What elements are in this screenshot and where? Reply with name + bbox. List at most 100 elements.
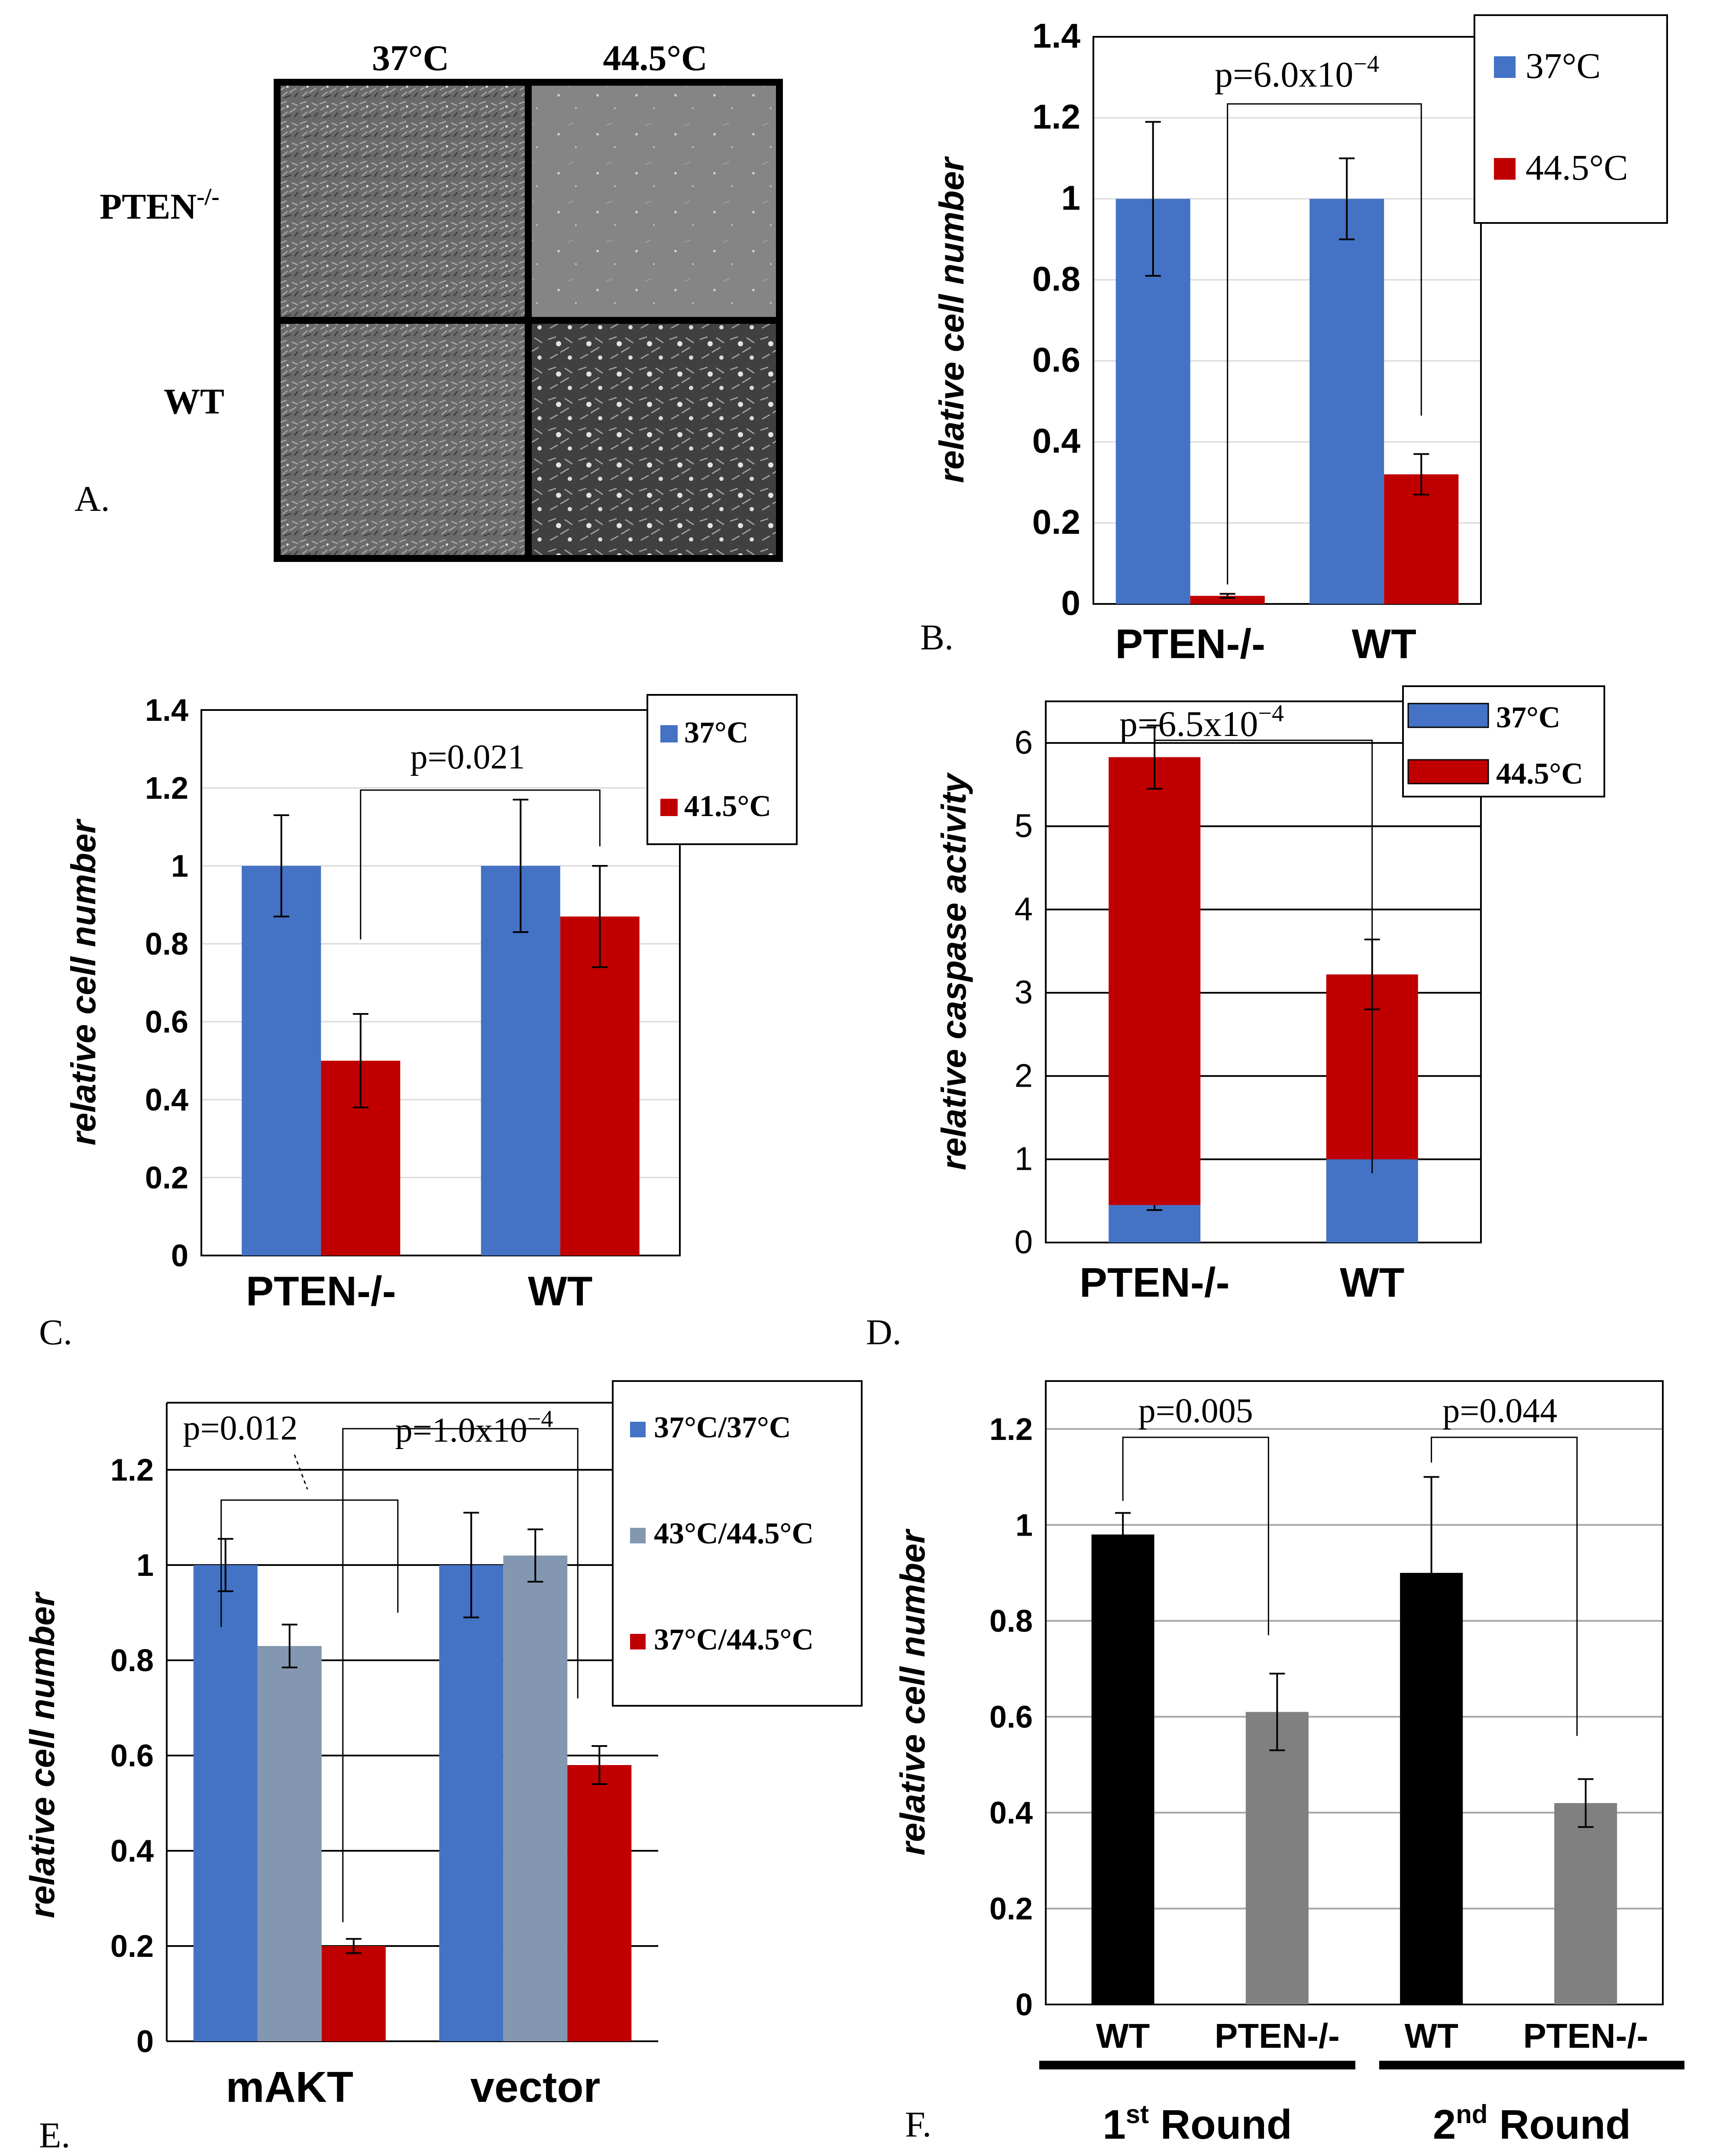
round-word: Round	[1488, 2101, 1631, 2148]
y-tick-label: 0.6	[989, 1700, 1033, 1734]
y-tick-label: 0.2	[989, 1891, 1033, 1926]
y-tick-label: 1	[1061, 178, 1081, 217]
significance-bracket-f2	[1431, 1436, 1578, 1736]
x-category-label: PTEN-/-	[1080, 1259, 1230, 1306]
y-tick-label: 0.2	[145, 1161, 188, 1195]
y-tick-label: 5	[1015, 807, 1033, 844]
p-value-b-text: p=6.0x10	[1215, 55, 1353, 95]
bar-c-0-0	[242, 866, 321, 1256]
y-axis-title: relative cell number	[932, 156, 971, 483]
y-tick-label: 1.2	[989, 1412, 1033, 1447]
p-value-f1-text: p=0.005	[1138, 1392, 1253, 1430]
panel-a-pten-superscript: -/-	[197, 184, 220, 210]
p-value-e1-text: p=0.012	[183, 1409, 297, 1447]
y-tick-label: 0.8	[989, 1604, 1033, 1639]
y-tick-label: 0.6	[110, 1739, 154, 1773]
round-ordinal: 2	[1433, 2101, 1456, 2148]
legend-swatch	[630, 1634, 646, 1649]
y-tick-label: 0.4	[1032, 422, 1081, 460]
y-axis-title: relative cell number	[893, 1528, 932, 1855]
y-tick-label: 0.6	[145, 1005, 188, 1039]
micrograph-pten-37c	[277, 82, 528, 320]
annotation-leader-line	[294, 1454, 308, 1490]
y-tick-label: 0.4	[989, 1796, 1033, 1830]
bar-e-1-1	[503, 1556, 568, 2041]
legend-label: 44.5°C	[1526, 148, 1628, 188]
legend-swatch	[630, 1422, 646, 1437]
bar-b-0-1	[1190, 596, 1265, 604]
panel-label-a: A.	[74, 479, 110, 519]
p-value-f1: p=0.005	[1138, 1392, 1253, 1430]
panel-a-row-label-wt: WT	[164, 381, 224, 422]
y-axis-title: relative cell number	[64, 818, 103, 1145]
p-value-e2-exponent: −4	[527, 1406, 553, 1433]
legend-label: 43°C/44.5°C	[654, 1517, 814, 1550]
bar-d-0-1	[1109, 757, 1201, 1205]
x-category-label: WT	[1340, 1259, 1404, 1306]
y-tick-label: 1.2	[1032, 97, 1080, 136]
round-word: Round	[1149, 2101, 1292, 2148]
panel-a: 37°C 44.5°C PTEN-/- WT A.	[74, 38, 783, 562]
y-tick-label: 6	[1015, 724, 1033, 761]
legend-swatch	[1494, 158, 1516, 180]
y-tick-label: 1	[1015, 1508, 1033, 1543]
legend-box	[612, 1380, 863, 1707]
chart-f: 0 0.2 0.4 0.6 0.8 1 1.2 relative cell number WT P…	[893, 1380, 1684, 2148]
panel-label-f: F.	[905, 2104, 931, 2145]
y-tick-label: 2	[1015, 1057, 1033, 1094]
x-category-label: PTEN-/-	[1115, 621, 1265, 667]
bar-c-1-1	[560, 917, 640, 1256]
p-value-d-text: p=6.5x10	[1119, 704, 1258, 744]
panel-label-b: B.	[920, 617, 954, 658]
y-tick-label: 0.2	[1032, 503, 1080, 541]
p-value-f2: p=0.044	[1442, 1392, 1557, 1430]
y-tick-label: 1	[1015, 1141, 1033, 1178]
p-value-b-exponent: −4	[1353, 51, 1379, 77]
y-tick-label: 0	[1061, 584, 1081, 622]
y-tick-label: 1	[171, 849, 188, 884]
bar-b-1-1	[1384, 474, 1459, 604]
x-category-label: PTEN-/-	[1215, 2017, 1340, 2055]
round-group-bar	[1379, 2061, 1684, 2069]
legend-box	[1474, 14, 1668, 224]
y-tick-label: 0.4	[110, 1834, 154, 1869]
y-tick-label: 0	[1015, 1224, 1033, 1261]
bar-f-0	[1091, 1534, 1154, 2004]
chart-d: 0 1 2 3 4 5 6 relative caspase activity PTEN-/- W…	[934, 685, 1605, 1306]
p-value-e1: p=0.012	[183, 1409, 297, 1447]
y-tick-label: 0.8	[110, 1643, 154, 1678]
chart-c: 0 0.2 0.4 0.6 0.8 1 1.2 1.4 relative cell number…	[64, 693, 798, 1314]
panel-a-col-header-37: 37°C	[372, 38, 449, 78]
y-tick-label: 0.8	[145, 927, 188, 962]
p-value-c-text: p=0.021	[410, 738, 525, 776]
legend-swatch	[1407, 759, 1489, 784]
y-tick-label: 0.2	[110, 1929, 154, 1964]
panel-label-e: E.	[39, 2115, 70, 2156]
y-tick-label: 3	[1015, 974, 1033, 1011]
y-tick-label: 0	[1015, 1988, 1033, 2022]
p-value-f2-text: p=0.044	[1442, 1392, 1557, 1430]
micrograph-wt-44.5c	[528, 320, 779, 558]
round-ordinal: 1	[1102, 2101, 1125, 2148]
p-value-d: p=6.5x10−4	[1119, 700, 1284, 744]
bar-f-3	[1554, 1803, 1617, 2004]
legend-label: 37°C	[1526, 46, 1601, 86]
panel-a-col-header-44.5: 44.5°C	[603, 38, 707, 78]
y-axis-title: relative caspase activity	[934, 772, 973, 1170]
significance-bracket-d	[1154, 739, 1373, 1173]
x-category-label: mAKT	[226, 2063, 353, 2111]
x-category-label: WT	[1404, 2017, 1458, 2055]
significance-bracket-f1	[1122, 1436, 1269, 1636]
bar-f-1	[1245, 1712, 1309, 2004]
legend-box	[647, 694, 798, 845]
legend-label: 37°C/44.5°C	[654, 1623, 814, 1656]
legend-swatch	[630, 1528, 646, 1543]
p-value-e2-text: p=1.0x10	[395, 1411, 527, 1449]
bar-e-1-0	[439, 1565, 504, 2041]
bar-e-0-2	[321, 1946, 386, 2041]
significance-bracket-e2	[342, 1428, 579, 1922]
x-category-label: WT	[528, 1268, 592, 1314]
bar-e-0-1	[257, 1646, 322, 2041]
legend-label: 37°C/37°C	[654, 1411, 791, 1444]
